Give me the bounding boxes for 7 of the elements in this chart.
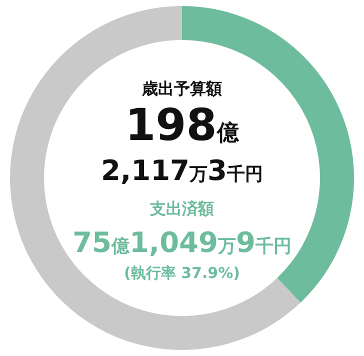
donut-slice [10, 6, 301, 350]
text: 歳出予算額 [141, 79, 222, 98]
text: (執行率 37.9%) [124, 264, 240, 282]
text: 75億1,049万9千円 [72, 226, 292, 259]
text: 2,117万3千円 [100, 154, 264, 187]
text: 支出済額 [149, 199, 214, 218]
text: 198億 [125, 100, 240, 151]
